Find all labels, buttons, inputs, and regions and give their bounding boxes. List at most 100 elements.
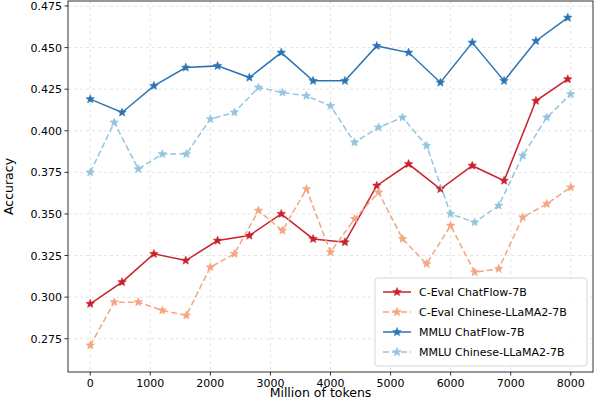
series-marker: [309, 234, 318, 242]
x-grid-line: [150, 1, 151, 372]
series-marker: [302, 91, 311, 99]
x-tick-label: 6000: [437, 377, 465, 390]
y-tick-label: 0.450: [31, 42, 63, 55]
y-tick-label: 0.425: [31, 83, 63, 96]
x-tick-label: 1000: [136, 377, 164, 390]
series-marker: [563, 75, 572, 83]
y-grid-line: [68, 130, 593, 131]
x-tick: [390, 372, 391, 376]
y-grid-line: [68, 89, 593, 90]
series-marker: [374, 123, 383, 131]
series-marker: [277, 48, 286, 56]
series-marker: [134, 165, 143, 173]
series-marker: [566, 183, 575, 191]
y-tick: [65, 5, 69, 6]
series-marker: [245, 73, 254, 81]
series-marker: [372, 41, 381, 49]
series-marker: [446, 221, 455, 229]
x-tick: [210, 372, 211, 376]
series-marker: [86, 95, 95, 103]
x-tick-label: 7000: [497, 377, 525, 390]
series-marker: [206, 115, 215, 123]
x-tick: [270, 372, 271, 376]
x-axis-label: Million of tokens: [270, 385, 372, 400]
y-tick-label: 0.325: [31, 250, 63, 263]
y-tick: [65, 172, 69, 173]
series-marker: [213, 61, 222, 69]
series-marker: [468, 161, 477, 169]
series-marker: [470, 218, 479, 226]
y-grid-line: [68, 47, 593, 48]
series-marker: [341, 76, 350, 84]
legend-label: MMLU ChatFlow-7B: [419, 326, 524, 339]
series-marker: [446, 209, 455, 217]
series-marker: [468, 38, 477, 46]
series-marker: [326, 248, 335, 256]
x-tick-label: 8000: [557, 377, 585, 390]
series-marker: [374, 188, 383, 196]
series-marker: [278, 88, 287, 96]
series-marker: [532, 96, 541, 104]
x-grid-line: [210, 1, 211, 372]
series-marker: [542, 199, 551, 207]
x-tick-label: 2000: [196, 377, 224, 390]
y-tick-label: 0.400: [31, 125, 63, 138]
series-marker: [470, 268, 479, 276]
series-marker: [341, 238, 350, 246]
series-marker: [398, 113, 407, 121]
series-line: [90, 88, 571, 223]
y-tick: [65, 338, 69, 339]
plot-frame: [68, 1, 593, 372]
series-marker: [181, 63, 190, 71]
series-marker: [181, 256, 190, 264]
series-marker: [118, 108, 127, 116]
series-marker: [372, 181, 381, 189]
series-marker: [518, 213, 527, 221]
x-tick: [450, 372, 451, 376]
legend-marker: [393, 288, 402, 296]
series-marker: [206, 263, 215, 271]
series-line: [90, 79, 568, 304]
series-marker: [494, 264, 503, 272]
plot-data: [86, 13, 575, 349]
series-marker: [404, 48, 413, 56]
grid: [68, 1, 593, 372]
series-marker: [500, 76, 509, 84]
series-marker: [500, 176, 509, 184]
series-marker: [436, 78, 445, 86]
series-marker: [150, 81, 159, 89]
series-marker: [326, 101, 335, 109]
y-tick: [65, 213, 69, 214]
legend-label: C-Eval ChatFlow-7B: [419, 286, 527, 299]
y-tick: [65, 89, 69, 90]
series-marker: [398, 234, 407, 242]
series-marker: [542, 113, 551, 121]
series-marker: [230, 249, 239, 257]
series-marker: [254, 83, 263, 91]
y-grid-line: [68, 5, 593, 6]
series-marker: [158, 150, 167, 158]
series-marker: [182, 150, 191, 158]
series-marker: [404, 160, 413, 168]
series-marker: [277, 209, 286, 217]
x-grid-line: [90, 1, 91, 372]
x-tick: [150, 372, 151, 376]
series-marker: [350, 138, 359, 146]
legend-marker: [393, 348, 402, 356]
x-tick: [330, 372, 331, 376]
x-grid-line: [270, 1, 271, 372]
y-tick: [65, 130, 69, 131]
legend: C-Eval ChatFlow-7BC-Eval Chinese-LLaMA2-…: [375, 278, 587, 366]
y-tick-label: 0.375: [31, 166, 63, 179]
y-tick-label: 0.475: [31, 0, 63, 13]
series-marker: [118, 278, 127, 286]
y-tick-label: 0.350: [31, 208, 63, 221]
series-marker: [566, 90, 575, 98]
y-tick-label: 0.275: [31, 333, 63, 346]
legend-marker: [393, 328, 402, 336]
x-tick-label: 0: [87, 377, 94, 390]
y-tick: [65, 297, 69, 298]
series-marker: [518, 151, 527, 159]
legend-box: [375, 278, 587, 366]
legend-label: MMLU Chinese-LLaMA2-7B: [419, 346, 565, 359]
